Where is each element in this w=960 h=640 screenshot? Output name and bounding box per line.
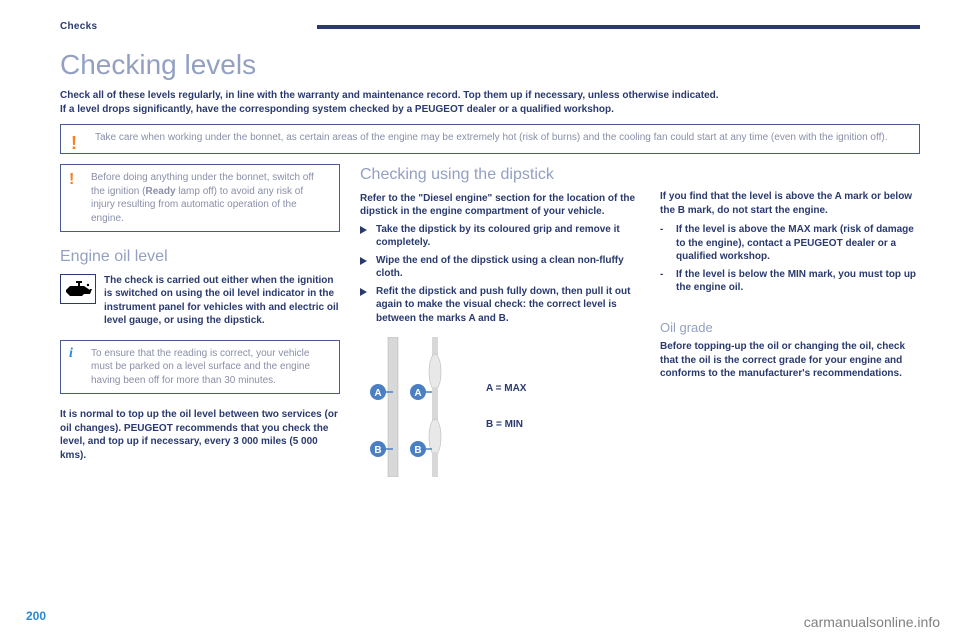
dipstick-steps: Take the dipstick by its coloured grip a… [360,223,640,326]
dipstick-diagram: A A B B [360,337,470,477]
dipstick-intro: Refer to the "Diesel engine" section for… [360,192,640,219]
dipstick-marks: A = MAX B = MIN [486,371,526,443]
dipstick-heading: Checking using the dipstick [360,164,640,186]
bonnet-warning-box: ! Before doing anything under the bonnet… [60,164,340,232]
info-text: To ensure that the reading is correct, y… [91,348,310,386]
page-title: Checking levels [60,46,920,84]
oil-grade-heading: Oil grade [660,319,920,337]
svg-text:A: A [414,388,421,399]
info-box: i To ensure that the reading is correct,… [60,340,340,395]
header-rule [317,25,920,29]
page-header: Checks [60,20,920,34]
warning-text: Take care when working under the bonnet,… [95,132,887,143]
oil-can-icon [60,274,96,304]
mark-b: B = MIN [486,407,526,443]
engine-oil-heading: Engine oil level [60,246,340,268]
section-label: Checks [60,20,97,34]
info-icon: i [69,345,73,364]
engine-oil-block: The check is carried out either when the… [60,274,340,328]
warning-banner: ! Take care when working under the bonne… [60,124,920,154]
oil-grade-text: Before topping-up the oil or changing th… [660,340,920,381]
level-bullet: If the level is above the MAX mark (risk… [660,223,920,264]
dipstick-figure: A A B B A = MAX B = MIN [360,337,640,477]
intro-line2: If a level drops significantly, have the… [60,104,614,115]
engine-oil-text: The check is carried out either when the… [104,274,340,328]
spacer [660,164,920,190]
badge-b-label: B [374,445,381,456]
level-bullet: If the level is below the MIN mark, you … [660,268,920,295]
page-number: 200 [26,608,46,624]
mark-a: A = MAX [486,371,526,407]
ready-bold: Ready [145,186,175,197]
manual-page: Checks Checking levels Check all of thes… [0,0,960,497]
oil-footnote: It is normal to top up the oil level bet… [60,408,340,462]
badge-a-label: A [374,388,381,399]
column-middle: Checking using the dipstick Refer to the… [360,164,640,477]
step-item: Refit the dipstick and push fully down, … [360,285,640,326]
warning-icon: ! [71,131,77,155]
content-columns: ! Before doing anything under the bonnet… [60,164,920,477]
intro-text: Check all of these levels regularly, in … [60,89,920,116]
level-warning-intro: If you find that the level is above the … [660,190,920,217]
column-right: If you find that the level is above the … [660,164,920,477]
step-item: Take the dipstick by its coloured grip a… [360,223,640,250]
step-item: Wipe the end of the dipstick using a cle… [360,254,640,281]
oil-grade-block: Oil grade Before topping-up the oil or c… [660,319,920,381]
svg-text:B: B [414,445,421,456]
intro-line1: Check all of these levels regularly, in … [60,90,719,101]
warning-icon: ! [69,169,74,191]
column-left: ! Before doing anything under the bonnet… [60,164,340,477]
watermark: carmanualsonline.info [804,613,940,632]
